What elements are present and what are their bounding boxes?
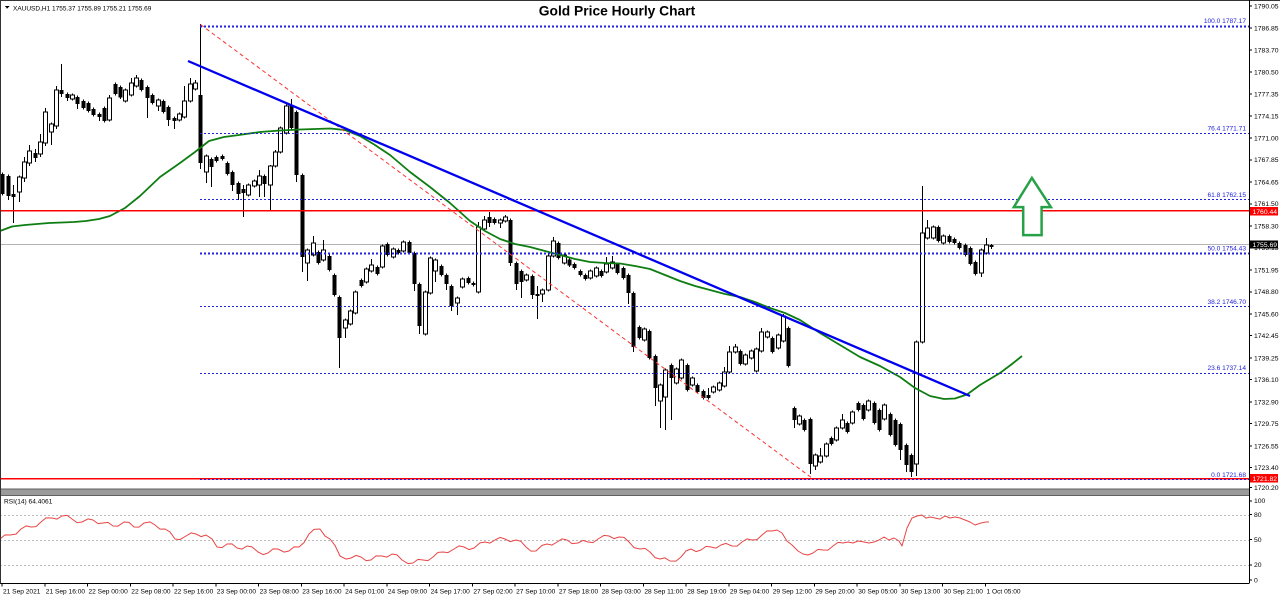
svg-text:XAUUSD,H1 1755.37 1755.89 175: XAUUSD,H1 1755.37 1755.89 1755.21 1755.6… [13, 6, 152, 13]
svg-text:0: 0 [1254, 577, 1258, 584]
svg-text:1755.69: 1755.69 [1253, 242, 1278, 249]
svg-text:30 Sep 21:00: 30 Sep 21:00 [944, 589, 984, 596]
svg-text:1783.70: 1783.70 [1254, 47, 1279, 54]
svg-text:1 Oct 05:00: 1 Oct 05:00 [987, 589, 1021, 596]
svg-text:29 Sep 12:00: 29 Sep 12:00 [773, 589, 813, 596]
svg-text:22 Sep 08:00: 22 Sep 08:00 [131, 589, 171, 596]
svg-text:100.0 1787.17: 100.0 1787.17 [1204, 18, 1247, 25]
svg-text:23 Sep 08:00: 23 Sep 08:00 [260, 589, 300, 596]
svg-text:1758.30: 1758.30 [1254, 223, 1279, 230]
svg-text:1751.95: 1751.95 [1254, 267, 1279, 274]
svg-text:28 Sep 11:00: 28 Sep 11:00 [644, 589, 683, 596]
svg-text:27 Sep 18:00: 27 Sep 18:00 [559, 589, 599, 596]
svg-text:1726.55: 1726.55 [1254, 443, 1279, 450]
svg-text:24 Sep 01:00: 24 Sep 01:00 [345, 589, 385, 596]
svg-text:1771.00: 1771.00 [1254, 135, 1279, 142]
svg-text:1767.85: 1767.85 [1254, 157, 1279, 164]
svg-text:1786.85: 1786.85 [1254, 26, 1279, 33]
svg-text:1736.10: 1736.10 [1254, 377, 1279, 384]
svg-text:24 Sep 09:00: 24 Sep 09:00 [388, 589, 428, 596]
svg-text:RSI(14) 64.4061: RSI(14) 64.4061 [4, 499, 53, 506]
svg-text:1742.45: 1742.45 [1254, 333, 1279, 340]
svg-text:50.0 1754.43: 50.0 1754.43 [1207, 245, 1246, 252]
svg-text:1739.25: 1739.25 [1254, 355, 1279, 362]
svg-text:50: 50 [1254, 537, 1262, 544]
svg-text:1774.15: 1774.15 [1254, 114, 1279, 121]
svg-text:1720.20: 1720.20 [1254, 485, 1279, 492]
svg-text:23 Sep 16:00: 23 Sep 16:00 [302, 589, 342, 596]
svg-text:21 Sep 16:00: 21 Sep 16:00 [46, 589, 86, 596]
svg-text:23.6 1737.14: 23.6 1737.14 [1207, 365, 1246, 372]
svg-text:30 Sep 13:00: 30 Sep 13:00 [901, 589, 941, 596]
svg-text:1748.80: 1748.80 [1254, 289, 1279, 296]
svg-text:1764.65: 1764.65 [1254, 179, 1279, 186]
svg-text:29 Sep 04:00: 29 Sep 04:00 [730, 589, 770, 596]
svg-text:23 Sep 00:00: 23 Sep 00:00 [217, 589, 257, 596]
svg-text:20: 20 [1254, 562, 1262, 569]
svg-text:29 Sep 20:00: 29 Sep 20:00 [815, 589, 855, 596]
svg-text:80: 80 [1254, 512, 1262, 519]
svg-text:28 Sep 19:00: 28 Sep 19:00 [687, 589, 727, 596]
svg-text:1761.50: 1761.50 [1254, 201, 1279, 208]
svg-text:21 Sep 2021: 21 Sep 2021 [3, 589, 41, 596]
svg-text:1721.82: 1721.82 [1253, 476, 1278, 483]
svg-text:22 Sep 16:00: 22 Sep 16:00 [174, 589, 214, 596]
svg-text:100: 100 [1254, 498, 1266, 505]
svg-text:1723.40: 1723.40 [1254, 465, 1279, 472]
svg-text:1780.50: 1780.50 [1254, 70, 1279, 77]
svg-text:76.4 1771.71: 76.4 1771.71 [1207, 126, 1246, 133]
svg-text:1729.75: 1729.75 [1254, 421, 1279, 428]
svg-text:22 Sep 00:00: 22 Sep 00:00 [89, 589, 129, 596]
svg-text:27 Sep 02:00: 27 Sep 02:00 [473, 589, 513, 596]
svg-text:61.8 1762.15: 61.8 1762.15 [1207, 192, 1246, 199]
svg-text:38.2 1746.70: 38.2 1746.70 [1207, 299, 1246, 306]
svg-text:1790.05: 1790.05 [1254, 4, 1279, 11]
svg-text:30 Sep 05:00: 30 Sep 05:00 [858, 589, 898, 596]
svg-text:1745.60: 1745.60 [1254, 311, 1279, 318]
svg-text:1777.35: 1777.35 [1254, 91, 1279, 98]
svg-text:0.0 1721.68: 0.0 1721.68 [1211, 472, 1246, 479]
svg-text:28 Sep 03:00: 28 Sep 03:00 [602, 589, 642, 596]
svg-text:1732.90: 1732.90 [1254, 399, 1279, 406]
svg-text:27 Sep 10:00: 27 Sep 10:00 [516, 589, 556, 596]
svg-text:Gold Price Hourly Chart: Gold Price Hourly Chart [539, 4, 696, 19]
svg-text:1760.44: 1760.44 [1253, 209, 1278, 216]
svg-text:24 Sep 17:00: 24 Sep 17:00 [431, 589, 471, 596]
